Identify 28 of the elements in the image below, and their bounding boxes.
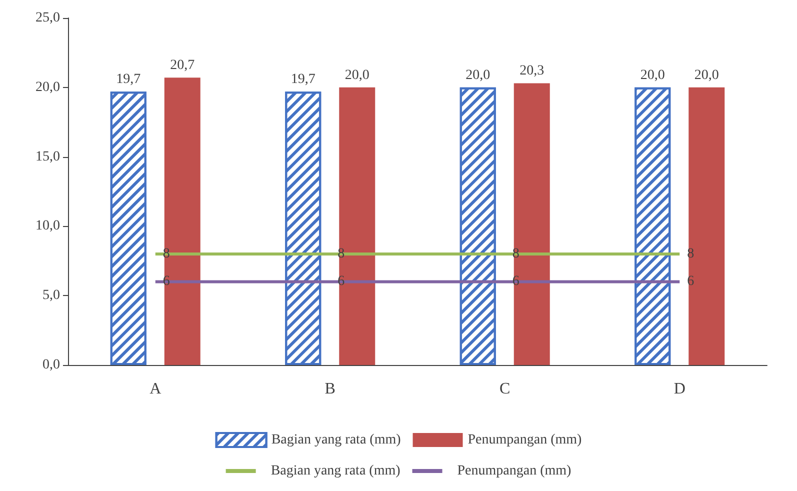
data-label: 6 — [162, 274, 170, 290]
data-label: 20,0 — [344, 68, 370, 83]
data-label: 6 — [512, 274, 520, 290]
data-label: 6 — [338, 274, 345, 290]
y-tick-label: 5,0 — [42, 288, 60, 304]
x-tick-label: B — [324, 380, 336, 398]
y-tick-label: 10,0 — [36, 218, 60, 234]
legend-label: Penumpangan (mm) — [468, 432, 582, 448]
x-tick-label: C — [500, 380, 510, 398]
data-label: 19,7 — [116, 72, 141, 88]
data-label: 20,3 — [520, 64, 544, 79]
y-tick-label: 0,0 — [42, 358, 60, 372]
data-label: 20,7 — [170, 58, 195, 74]
data-label: 8 — [338, 246, 345, 262]
y-tick-label: 25,0 — [36, 10, 60, 26]
data-label: 20,0 — [466, 68, 490, 83]
y-tick-label: 15,0 — [36, 149, 60, 164]
data-label: 19,7 — [290, 72, 316, 88]
x-tick-label: D — [674, 380, 686, 398]
x-tick-label: A — [150, 380, 162, 398]
y-tick-label: 20,0 — [36, 80, 60, 95]
legend-label: Penumpangan (mm) — [457, 464, 572, 478]
data-label: 8 — [512, 246, 520, 262]
data-label: 20,0 — [640, 68, 665, 83]
data-label: 8 — [162, 246, 170, 262]
legend-label: Bagian yang rata (mm) — [271, 432, 402, 448]
legend-label: Bagian yang rata (mm) — [270, 464, 401, 478]
data-label: 20,0 — [694, 68, 719, 83]
